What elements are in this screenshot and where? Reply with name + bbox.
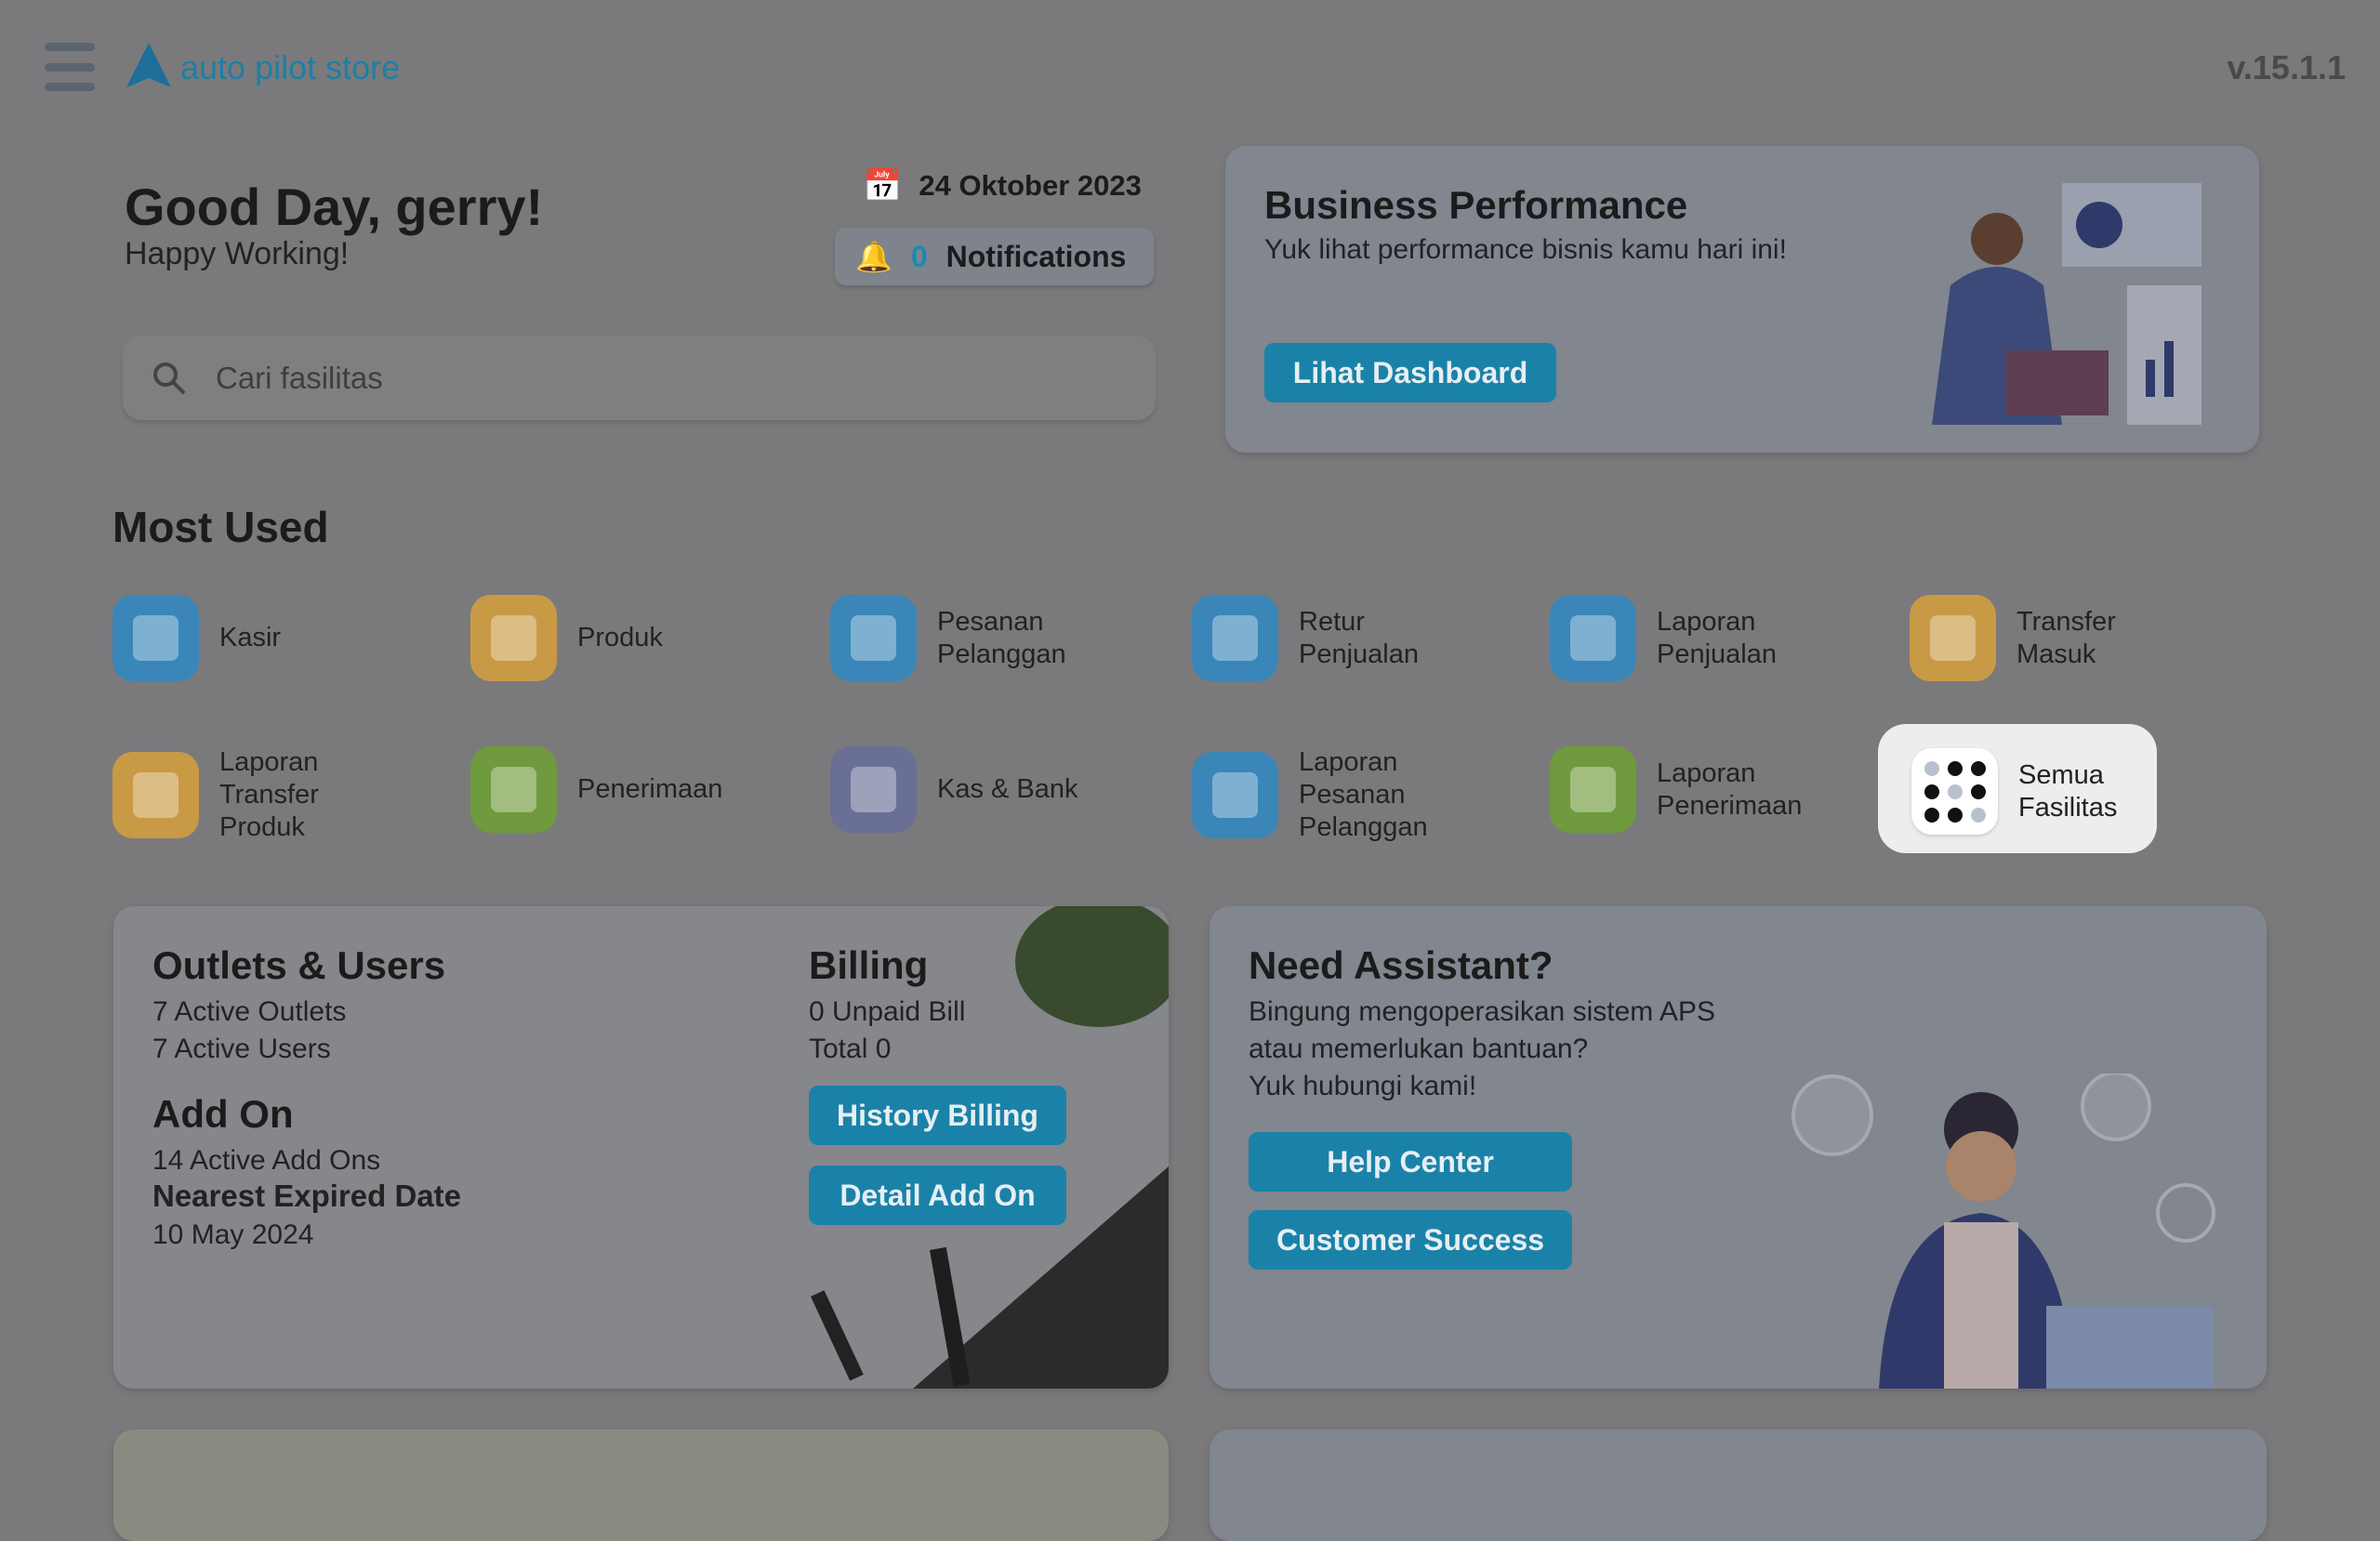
- greeting-title: Good Day, gerry!: [125, 178, 544, 236]
- kasir-icon: [112, 595, 199, 681]
- need-assistant-card: Need Assistant? Bingung mengoperasikan s…: [1210, 906, 2267, 1389]
- facility-label: Laporan Penjualan: [1657, 606, 1777, 669]
- help-center-button[interactable]: Help Center: [1249, 1132, 1572, 1192]
- laporan-penjualan-icon: [1550, 595, 1636, 681]
- pesanan-pelanggan-icon: [830, 595, 917, 681]
- facility-laporan-transfer-produk[interactable]: Laporan Transfer Produk: [112, 746, 456, 844]
- laporan-penerimaan-icon: [1550, 746, 1636, 833]
- assistant-line-1: Bingung mengoperasikan sistem APS: [1249, 996, 1715, 1027]
- promo-card-left: [113, 1429, 1169, 1541]
- business-subtitle: Yuk lihat performance bisnis kamu hari i…: [1264, 234, 1787, 265]
- bell-icon: 🔔: [855, 240, 892, 273]
- facility-transfer-masuk[interactable]: Transfer Masuk: [1910, 595, 2254, 681]
- facility-semua-fasilitas[interactable]: Semua Fasilitas: [1911, 748, 2255, 835]
- facility-label: Semua Fasilitas: [2018, 759, 2118, 823]
- facility-label: Retur Penjualan: [1299, 606, 1419, 669]
- promo-card-right: [1210, 1429, 2267, 1541]
- facility-kasir[interactable]: Kasir: [112, 595, 456, 681]
- active-outlets: 7 Active Outlets: [152, 996, 347, 1027]
- facility-label: Laporan Transfer Produk: [219, 747, 319, 842]
- facility-label: Kasir: [219, 623, 282, 652]
- date-text: 24 Oktober 2023: [919, 169, 1142, 202]
- search-icon: [153, 362, 186, 394]
- facility-label: Transfer Masuk: [2016, 606, 2116, 669]
- unpaid-bill: 0 Unpaid Bill: [809, 996, 966, 1027]
- assistant-line-2: atau memerlukan bantuan?: [1249, 1034, 1589, 1064]
- facility-label: Produk: [577, 623, 663, 652]
- assistant-title: Need Assistant?: [1249, 943, 1554, 987]
- grid-dots-icon: [1911, 748, 1998, 835]
- facility-produk[interactable]: Produk: [470, 595, 814, 681]
- outlets-title: Outlets & Users: [152, 943, 446, 987]
- calendar-icon: 📅: [863, 168, 903, 204]
- facility-label: Laporan Pesanan Pelanggan: [1299, 747, 1428, 842]
- notifications-button[interactable]: 🔔 0 Notifications: [835, 228, 1154, 285]
- laporan-pesanan-pelanggan-icon: [1192, 752, 1278, 838]
- penerimaan-icon: [470, 746, 557, 833]
- date-display: 📅 24 Oktober 2023: [863, 167, 1142, 204]
- facility-penerimaan[interactable]: Penerimaan: [470, 746, 814, 833]
- logo-text: auto pilot store: [180, 48, 401, 86]
- kas-bank-icon: [830, 746, 917, 833]
- business-title: Business Performance: [1264, 183, 1688, 227]
- view-dashboard-button[interactable]: Lihat Dashboard: [1264, 343, 1556, 402]
- notification-count: 0: [910, 239, 928, 273]
- analytics-illustration-icon: [1932, 183, 2202, 425]
- active-addons: 14 Active Add Ons: [152, 1145, 381, 1176]
- notification-label: Notifications: [945, 239, 1127, 273]
- produk-icon: [470, 595, 557, 681]
- facility-laporan-penjualan[interactable]: Laporan Penjualan: [1550, 595, 1894, 681]
- desk-illustration-icon: [811, 906, 1169, 1389]
- greeting-subtitle: Happy Working!: [125, 236, 350, 271]
- facility-label: Penerimaan: [577, 774, 723, 804]
- outlets-billing-card: Outlets & Users 7 Active Outlets 7 Activ…: [113, 906, 1169, 1389]
- facility-laporan-penerimaan[interactable]: Laporan Penerimaan: [1550, 746, 1894, 833]
- facility-label: Laporan Penerimaan: [1657, 757, 1803, 821]
- facility-label: Pesanan Pelanggan: [937, 606, 1066, 669]
- billing-title: Billing: [809, 943, 929, 987]
- most-used-title: Most Used: [112, 503, 329, 551]
- search-placeholder: Cari fasilitas: [216, 360, 383, 395]
- business-performance-card: Business Performance Yuk lihat performan…: [1225, 146, 2259, 453]
- facility-pesanan-pelanggan[interactable]: Pesanan Pelanggan: [830, 595, 1174, 681]
- transfer-masuk-icon: [1910, 595, 1996, 681]
- version-label: v.15.1.1: [2227, 48, 2346, 86]
- facility-kas-bank[interactable]: Kas & Bank: [830, 746, 1174, 833]
- active-users: 7 Active Users: [152, 1034, 331, 1064]
- retur-penjualan-icon: [1192, 595, 1278, 681]
- laporan-transfer-produk-icon: [112, 752, 199, 838]
- nearest-expired-label: Nearest Expired Date: [152, 1179, 461, 1213]
- billing-total: Total 0: [809, 1034, 892, 1064]
- facility-laporan-pesanan-pelanggan[interactable]: Laporan Pesanan Pelanggan: [1192, 746, 1536, 844]
- facility-retur-penjualan[interactable]: Retur Penjualan: [1192, 595, 1536, 681]
- logo: auto pilot store: [125, 41, 400, 95]
- history-billing-button[interactable]: History Billing: [809, 1086, 1066, 1145]
- addon-title: Add On: [152, 1092, 294, 1136]
- facility-label: Kas & Bank: [937, 774, 1078, 804]
- nearest-expired-date: 10 May 2024: [152, 1219, 314, 1250]
- assistant-line-3: Yuk hubungi kami!: [1249, 1071, 1477, 1101]
- support-agent-illustration-icon: [1792, 1073, 2215, 1389]
- menu-button[interactable]: [45, 43, 95, 91]
- customer-success-button[interactable]: Customer Success: [1249, 1210, 1572, 1270]
- logo-icon: [126, 43, 171, 87]
- detail-addon-button[interactable]: Detail Add On: [809, 1166, 1066, 1225]
- search-input[interactable]: Cari fasilitas: [123, 336, 1156, 420]
